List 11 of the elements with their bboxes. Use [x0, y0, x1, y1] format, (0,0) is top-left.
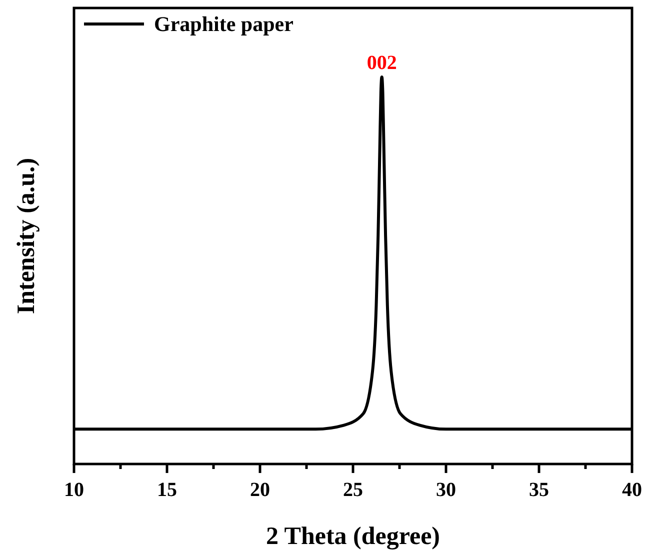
x-axis-title: 2 Theta (degree) [266, 523, 440, 550]
x-tick-label: 30 [436, 479, 456, 501]
x-tick-label: 10 [64, 479, 84, 501]
x-tick-label: 20 [250, 479, 270, 501]
x-tick-label: 40 [622, 479, 642, 501]
y-axis-title: Intensity (a.u.) [13, 158, 40, 314]
x-tick-label: 35 [529, 479, 549, 501]
legend-label: Graphite paper [154, 12, 294, 36]
x-tick-label: 15 [157, 479, 177, 501]
x-tick-label: 25 [343, 479, 363, 501]
annotation: 002 [366, 52, 397, 74]
